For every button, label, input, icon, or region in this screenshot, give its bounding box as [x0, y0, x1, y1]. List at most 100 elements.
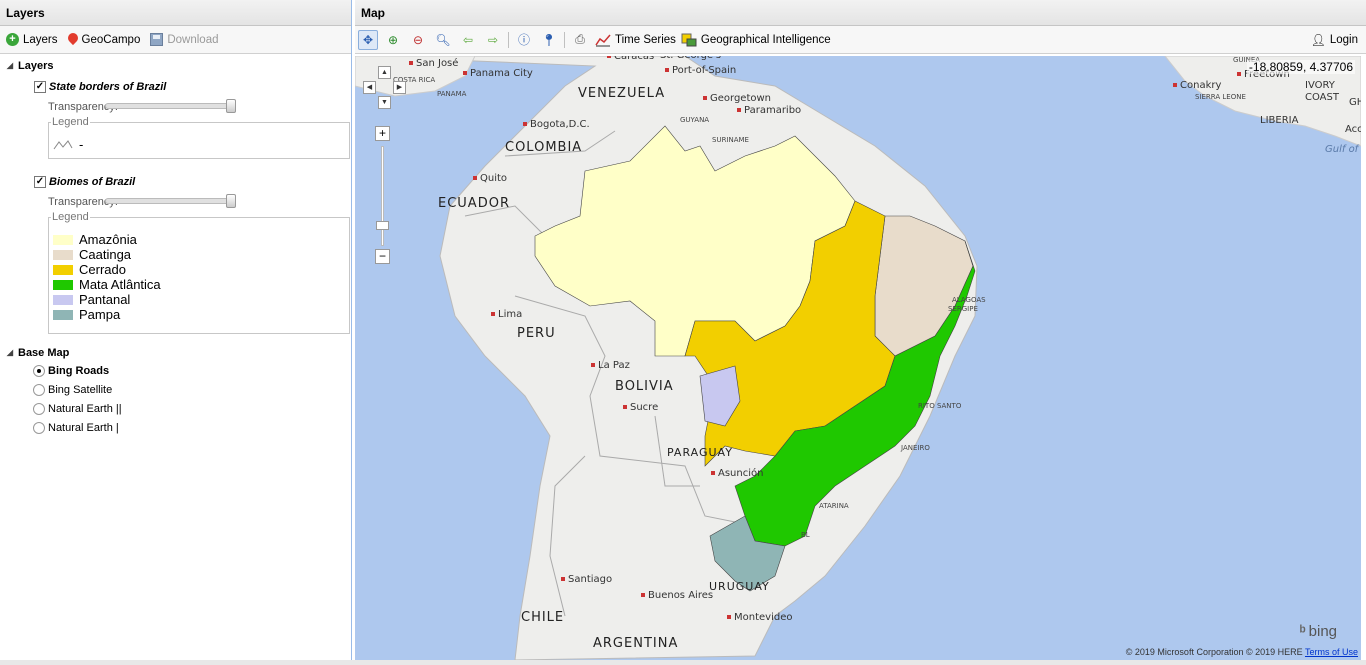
city-buenos-aires: Buenos Aires — [641, 590, 713, 601]
slider-thumb-1[interactable] — [226, 99, 236, 113]
zoom-extent-button[interactable]: 🔍︎ — [433, 30, 453, 50]
label-gulf: Gulf of — [1325, 144, 1359, 155]
layers-panel-title: Layers — [0, 0, 351, 26]
transparency-label-1: Transparency: — [48, 101, 118, 113]
geocampo-label: GeoCampo — [81, 33, 141, 46]
previous-view-button[interactable]: ⇦ — [458, 30, 478, 50]
basemap-radio-bing-satellite[interactable] — [33, 383, 45, 396]
basemap-option-natural-earth-1[interactable]: Natural Earth | — [0, 418, 351, 437]
label-guinea: GUINEA — [1233, 56, 1260, 64]
zoom-in-button[interactable]: + — [375, 126, 390, 141]
layer-state-borders-checkbox[interactable]: ✓ — [34, 81, 46, 93]
login-button[interactable]: 👤︎ Login — [1311, 33, 1358, 47]
pan-right-button[interactable]: ▶ — [393, 81, 406, 94]
label-bolivia: BOLIVIA — [615, 379, 674, 394]
label-catarina: ATARINA — [819, 502, 849, 510]
label-panama: PANAMA — [437, 90, 467, 98]
pan-left-button[interactable]: ◀ — [363, 81, 376, 94]
legend-item-mata-atlantica: Mata Atlântica — [53, 277, 345, 292]
printer-icon: ⎙ — [575, 32, 585, 46]
legend-item-line: - — [53, 137, 345, 152]
next-view-button[interactable]: ⇨ — [483, 30, 503, 50]
city-paramaribo: Paramaribo — [737, 105, 801, 116]
legend-label-pampa: Pampa — [79, 307, 121, 322]
slider-thumb-2[interactable] — [226, 194, 236, 208]
basemap-option-bing-roads[interactable]: Bing Roads — [0, 361, 351, 380]
label-espirito-santo: RITO SANTO — [918, 402, 962, 410]
map-toolbar: ✥ ⊕ ⊖ 🔍︎ ⇦ ⇨ ⓘ 📍︎ ⎙ Time Series Geograph… — [355, 26, 1366, 54]
city-st-georges: St. George's — [660, 56, 721, 61]
transparency-slider-1[interactable] — [105, 99, 236, 113]
tree-node-base-map[interactable]: ◢ Base Map — [0, 344, 351, 361]
geocampo-button[interactable]: GeoCampo — [68, 33, 141, 46]
zoom-in-box-button[interactable]: ⊕ — [383, 30, 403, 50]
pushpin-icon: 📍︎ — [541, 32, 557, 47]
biome-pampa — [709, 515, 786, 592]
pan-up-button[interactable]: ▲ — [378, 66, 391, 79]
layer-tree: ◢ Layers ✓ State borders of Brazil Trans… — [0, 54, 351, 437]
tree-node-layers[interactable]: ◢ Layers — [0, 57, 351, 74]
label-paraguay: PARAGUAY — [667, 446, 733, 459]
copyright-text: © 2019 Microsoft Corporation © 2019 HERE — [1125, 647, 1303, 657]
layer-state-borders[interactable]: ✓ State borders of Brazil — [0, 78, 351, 96]
country-borders — [464, 130, 756, 617]
label-sierra-leone: SIERRA LEONE — [1195, 93, 1246, 101]
geographical-intelligence-button[interactable]: Geographical Intelligence — [681, 33, 831, 47]
pan-tool-button[interactable]: ✥ — [358, 29, 378, 50]
label-chile: CHILE — [521, 610, 565, 625]
legend-box-1: Legend - — [48, 116, 350, 159]
basemap-option-bing-satellite[interactable]: Bing Satellite — [0, 380, 351, 399]
legend-item-pampa: Pampa — [53, 307, 345, 322]
info-button[interactable]: ⓘ — [514, 30, 534, 50]
basemap-radio-bing-roads[interactable] — [33, 364, 45, 377]
legend-label-mata-atlantica: Mata Atlântica — [79, 277, 161, 292]
layer-biomes-checkbox[interactable]: ✓ — [34, 176, 46, 188]
print-button[interactable]: ⎙ — [570, 30, 590, 50]
city-asuncion: Asunción — [711, 468, 763, 479]
legend-label-caatinga: Caatinga — [79, 247, 132, 262]
magnifier-icon: 🔍︎ — [435, 32, 451, 47]
basemap-radio-natural-earth-1[interactable] — [33, 421, 45, 434]
basemap-option-natural-earth-2[interactable]: Natural Earth || — [0, 399, 351, 418]
layer-biomes[interactable]: ✓ Biomes of Brazil — [0, 173, 351, 191]
basemap-radio-natural-earth-2[interactable] — [33, 402, 45, 415]
time-series-button[interactable]: Time Series — [595, 33, 676, 47]
collapse-triangle-icon[interactable]: ◢ — [6, 61, 14, 70]
swatch-mata-atlantica — [53, 279, 73, 290]
basemap-label-bing-satellite: Bing Satellite — [48, 383, 113, 396]
download-label: Download — [167, 33, 219, 46]
terms-of-use-link[interactable]: Terms of Use — [1304, 647, 1358, 657]
biome-pantanal — [699, 365, 741, 427]
download-button[interactable]: Download — [150, 33, 219, 46]
user-icon: 👤︎ — [1310, 33, 1326, 47]
zoom-out-button[interactable]: − — [375, 249, 390, 264]
pan-control: ▲ ◀ ▶ ▼ — [363, 66, 407, 110]
toolbar-separator — [508, 31, 509, 48]
zoom-out-box-button[interactable]: ⊖ — [408, 30, 428, 50]
mouse-coordinates: -18.80859, 4.37706 — [1246, 60, 1355, 74]
add-layers-button[interactable]: + Layers — [6, 33, 58, 46]
city-conakry: Conakry — [1173, 80, 1221, 91]
label-uruguay: URUGUAY — [709, 580, 770, 593]
legend-item-caatinga: Caatinga — [53, 247, 345, 262]
pin-button[interactable]: 📍︎ — [539, 30, 559, 50]
transparency-slider-2[interactable] — [105, 194, 236, 208]
zoom-control: + − — [375, 126, 391, 266]
legend-label-cerrado: Cerrado — [79, 262, 126, 277]
city-la-paz: La Paz — [591, 360, 630, 371]
legend-item-amazonia: Amazônia — [53, 232, 345, 247]
label-guyana: GUYANA — [680, 116, 710, 124]
layer-state-borders-label: State borders of Brazil — [49, 81, 167, 93]
zoom-slider-track[interactable] — [381, 146, 384, 246]
city-georgetown: Georgetown — [703, 93, 771, 104]
collapse-triangle-icon[interactable]: ◢ — [6, 348, 14, 357]
pan-down-button[interactable]: ▼ — [378, 96, 391, 109]
basemap-label-bing-roads: Bing Roads — [48, 364, 110, 377]
label-colombia: COLOMBIA — [505, 140, 583, 155]
swatch-caatinga — [53, 249, 73, 260]
label-peru: PERU — [517, 326, 556, 341]
map-viewport[interactable]: VENEZUELA COLOMBIA ECUADOR PERU BOLIVIA … — [355, 56, 1361, 660]
bing-logo-text: bing — [1308, 623, 1337, 640]
zoom-slider-thumb[interactable] — [376, 221, 389, 230]
city-sucre: Sucre — [623, 402, 658, 413]
